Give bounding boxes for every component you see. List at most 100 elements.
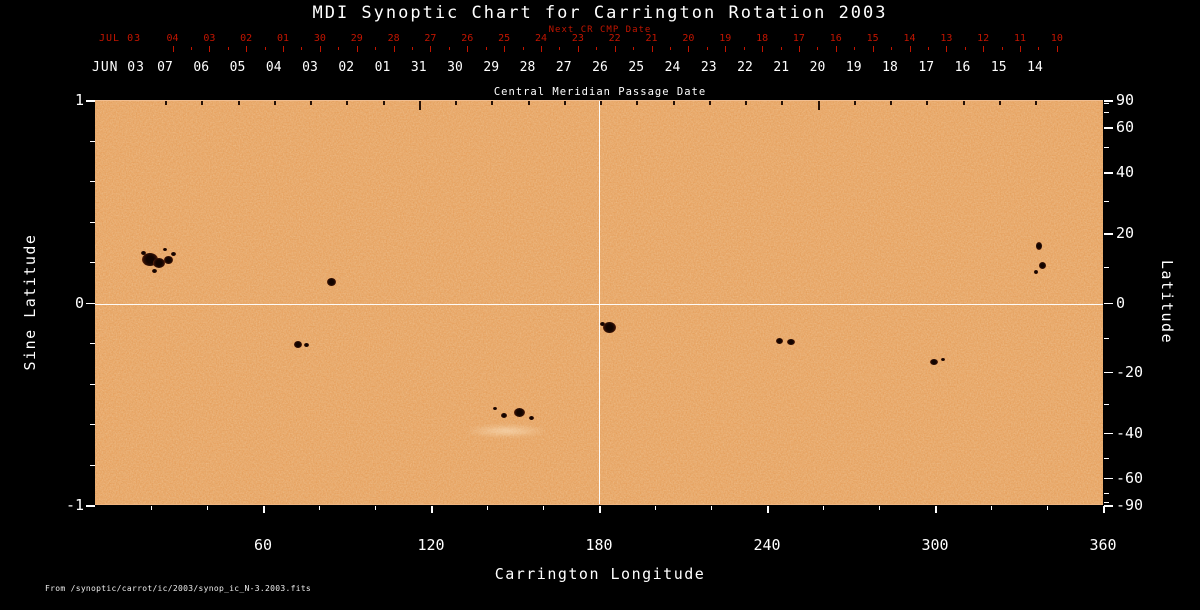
source-note: From /synoptic/carrot/ic/2003/synop_ic_N… [45, 584, 312, 593]
jun-date-tick-label: 04 [265, 60, 282, 75]
sine-latitude-tick [90, 383, 95, 385]
jun-date-tick-label: 24 [664, 60, 681, 75]
latitude-tick [1104, 501, 1109, 503]
red-axis-tick [338, 47, 340, 50]
longitude-tick [543, 506, 544, 510]
red-axis-tick [504, 46, 506, 52]
jul-date-tick-label: 25 [498, 33, 511, 44]
red-axis-tick [946, 46, 948, 52]
carrington-longitude-axis-title: Carrington Longitude [494, 565, 706, 583]
sine-latitude-tick [90, 221, 95, 223]
red-axis-tick [909, 46, 911, 52]
jun-date-tick-label: 19 [845, 60, 862, 75]
jul-date-tick-label: 14 [903, 33, 916, 44]
longitude-tick [319, 506, 320, 510]
longitude-tick [823, 506, 824, 510]
jul-date-tick-label: 04 [166, 33, 179, 44]
jul-date-tick-label: 03 [203, 33, 216, 44]
jun-date-tick-label: 18 [882, 60, 898, 75]
red-axis-tick [725, 46, 727, 52]
jul-date-tick-label: 28 [387, 33, 400, 44]
red-axis-tick [817, 47, 819, 50]
sunspot [163, 255, 173, 264]
sunspot [599, 321, 605, 326]
jul-date-tick-label: 24 [534, 33, 548, 44]
red-axis-tick [614, 46, 616, 52]
jun-date-tick-label: 01 [374, 60, 391, 75]
red-axis-tick [541, 46, 542, 52]
jul-date-tick-label: 12 [977, 33, 990, 44]
top-axis-tick [890, 101, 892, 105]
sunspot [152, 269, 158, 274]
red-axis-tick [430, 46, 432, 52]
longitude-tick [487, 506, 488, 510]
latitude-tick-label: -60 [1116, 468, 1144, 487]
red-axis-tick [854, 47, 856, 50]
jul-date-tick-label: 15 [866, 33, 879, 44]
sunspot [140, 250, 146, 255]
sine-latitude-tick [90, 343, 95, 344]
latitude-tick [1104, 233, 1113, 235]
jul-date-tick-label: 22 [608, 33, 621, 44]
top-axis-tick [273, 101, 276, 105]
jul-date-tick-label: 29 [350, 33, 363, 44]
jun-date-tick-label: 27 [555, 60, 572, 75]
top-axis-tick [926, 101, 929, 105]
top-axis-tick [636, 101, 639, 105]
jul-date-tick-label: 23 [571, 33, 584, 44]
jun-date-tick-label: 05 [229, 60, 246, 75]
jun-axis-label: JUN 03 [92, 60, 145, 75]
longitude-tick [151, 506, 152, 510]
sunspot [529, 415, 535, 420]
red-axis-tick [190, 47, 192, 50]
next-cr-cmp-date-label: Next CR CMP Date [548, 25, 652, 35]
red-axis-tick [319, 46, 321, 52]
longitude-tick [711, 506, 712, 510]
sunspot [1036, 241, 1043, 250]
jul-date-tick-label: 17 [792, 33, 805, 44]
latitude-tick [1104, 403, 1109, 405]
red-axis-tick [688, 46, 690, 52]
latitude-tick-label: 0 [1116, 293, 1126, 312]
latitude-tick-label: -20 [1116, 362, 1144, 381]
latitude-tick-label: 90 [1116, 91, 1135, 109]
longitude-tick [207, 506, 208, 510]
top-axis-tick [1035, 101, 1037, 105]
longitude-tick [375, 506, 376, 510]
top-axis-tick [781, 101, 784, 105]
latitude-tick-label: -40 [1116, 423, 1144, 442]
red-axis-tick [559, 47, 561, 50]
jun-date-tick-label: 22 [737, 60, 753, 75]
latitude-tick [1104, 371, 1113, 374]
red-axis-tick [669, 47, 671, 50]
latitude-tick [1104, 267, 1109, 269]
longitude-tick-label: 360 [1089, 536, 1117, 554]
jul-date-tick-label: 27 [424, 33, 437, 44]
red-axis-tick [283, 46, 285, 52]
jun-date-tick-label: 29 [483, 60, 500, 75]
jul-date-tick-label: 13 [940, 33, 953, 44]
longitude-tick [991, 506, 992, 510]
sunspot [153, 258, 166, 268]
longitude-tick-label: 180 [585, 536, 613, 554]
jun-date-tick-label: 31 [410, 60, 427, 75]
top-axis-tick [165, 101, 167, 105]
jun-date-tick-label: 06 [193, 60, 210, 75]
longitude-tick [1047, 506, 1048, 510]
latitude-tick-label: 20 [1116, 224, 1135, 243]
latitude-tick [1104, 477, 1113, 480]
jul-date-tick-label: 10 [1050, 33, 1063, 44]
latitude-tick-label: 40 [1116, 163, 1135, 182]
top-axis-tick [962, 101, 965, 105]
red-axis-tick [209, 46, 211, 52]
jul-date-tick-label: 18 [756, 33, 769, 44]
red-axis-tick [891, 47, 893, 50]
top-axis-tick [672, 101, 675, 105]
sine-latitude-tick [90, 464, 95, 466]
jul-date-tick-label: 01 [277, 33, 290, 44]
red-axis-tick [964, 47, 966, 50]
sunspot [293, 340, 302, 348]
sunspot [940, 357, 945, 361]
jun-date-tick-label: 21 [773, 60, 790, 75]
